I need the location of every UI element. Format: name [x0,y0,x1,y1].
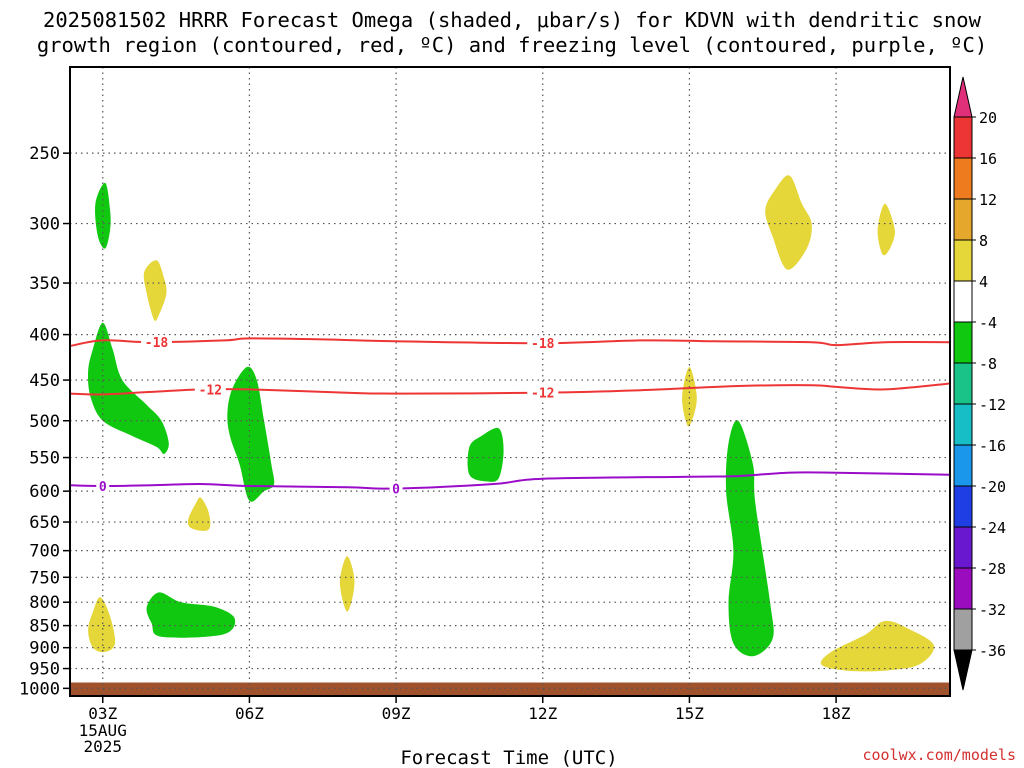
contour-label-bg [527,385,559,400]
y-tick-label-400: 400 [29,326,60,346]
omega-region-2 [143,260,167,322]
contour-label-0-1: 0 [99,480,107,495]
x-tick-sublabel-2: 2025 [83,737,122,756]
colorbar-swatch-12 [953,567,973,610]
omega-region-6 [467,427,504,482]
chart-title: 2025081502 HRRR Forecast Omega (shaded, … [0,8,1024,58]
colorbar-swatch-3 [953,198,973,241]
omega-region-3 [87,322,169,455]
contour-line-minus12 [69,382,951,396]
chart-title-line-2: growth region (contoured, red, ºC) and f… [36,33,988,57]
plot-frame [69,66,951,697]
colorbar-label-4: 4 [979,273,988,291]
colorbar-label-minus4: -4 [979,314,997,332]
omega-region-8 [88,597,116,653]
contour-label-minus12-1: -12 [199,383,222,398]
x-tick-label-06Z: 06Z [235,704,264,723]
colorbar-swatch-13 [953,608,973,651]
colorbar-label-minus32: -32 [979,601,1006,619]
y-tick-label-900: 900 [29,639,60,659]
colorbar-label-16: 16 [979,150,997,168]
colorbar-swatch-7 [953,362,973,405]
surface-terrain [70,682,950,696]
y-tick-label-550: 550 [29,449,60,469]
omega-region-7 [339,556,355,612]
colorbar-label-minus24: -24 [979,519,1006,537]
y-tick-label-650: 650 [29,513,60,533]
contour-label-bg [194,382,226,397]
colorbar-swatch-4 [953,239,973,282]
omega-region-5 [187,497,211,531]
y-tick-label-300: 300 [29,215,60,235]
colorbar-swatch-5 [953,280,973,323]
colorbar-label-minus16: -16 [979,437,1006,455]
contour-label-minus18-2: -18 [531,337,555,352]
colorbar-label-minus28: -28 [979,560,1006,578]
colorbar-label-20: 20 [979,109,997,127]
omega-region-10 [682,367,697,427]
omega-region-11 [725,420,774,657]
y-tick-label-850: 850 [29,617,60,637]
y-axis: 2503003504004505005506006507007508008509… [19,144,70,699]
grid-layer [70,67,950,696]
y-tick-label-350: 350 [29,274,60,294]
contour-layer: -18 -18 -12 -12 0 0 [69,335,951,498]
y-tick-label-1000: 1000 [19,679,60,699]
y-tick-label-700: 700 [29,542,60,562]
omega-region-4 [227,366,275,502]
colorbar-label-minus8: -8 [979,355,997,373]
chart-title-line-1: 2025081502 HRRR Forecast Omega (shaded, … [43,8,981,32]
colorbar-bottom-arrow [953,649,973,691]
colorbar-swatch-10 [953,485,973,528]
y-tick-label-950: 950 [29,660,60,680]
contour-label-0-2: 0 [392,483,400,498]
colorbar: 20 16 12 8 4 -4 -8 -12 -16 -20 -24 -28 -32 -36 [953,76,1006,691]
credit-link[interactable]: coolwx.com/models [862,746,1016,764]
surface-layer [70,682,950,696]
contour-label-minus12-2: -12 [531,387,554,402]
colorbar-label-minus36: -36 [979,642,1006,660]
contour-label-bg [389,481,403,496]
colorbar-swatch-2 [953,157,973,200]
contour-label-bg [141,335,173,350]
y-tick-label-450: 450 [29,371,60,391]
x-tick-label-03Z: 03Z [88,704,117,723]
colorbar-label-12: 12 [979,191,997,209]
colorbar-swatch-8 [953,403,973,446]
x-tick-label-15Z: 15Z [675,704,704,723]
omega-shading-layer [87,175,935,672]
colorbar-label-minus20: -20 [979,478,1006,496]
colorbar-swatch-1 [953,116,973,159]
omega-region-13 [877,203,895,256]
x-axis-label: Forecast Time (UTC) [400,747,617,768]
colorbar-swatch-9 [953,444,973,487]
contour-label-bg [527,336,559,351]
x-tick-sublabel-1: 15AUG [79,721,127,740]
y-tick-label-800: 800 [29,593,60,613]
x-tick-label-09Z: 09Z [382,704,411,723]
contour-line-minus18 [69,337,951,347]
y-tick-label-500: 500 [29,412,60,432]
colorbar-swatch-11 [953,526,973,569]
omega-region-12 [765,175,812,270]
colorbar-swatch-6 [953,321,973,364]
contour-label-minus18-1: -18 [145,336,169,351]
y-tick-label-250: 250 [29,144,60,164]
colorbar-top-arrow [953,76,973,118]
contour-line-0 [69,471,951,490]
x-tick-label-12Z: 12Z [528,704,557,723]
y-tick-label-600: 600 [29,482,60,502]
contour-label-bg [96,478,110,493]
colorbar-label-8: 8 [979,232,988,250]
omega-region-9 [146,592,236,638]
colorbar-label-minus12: -12 [979,396,1006,414]
x-tick-label-18Z: 18Z [822,704,851,723]
omega-region-14 [820,620,935,672]
y-tick-label-750: 750 [29,568,60,588]
